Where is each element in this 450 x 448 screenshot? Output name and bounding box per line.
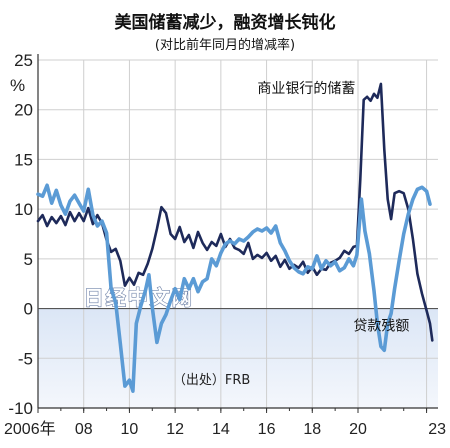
x-tick-label: 10	[121, 421, 139, 438]
loans-series-label: 贷款残额	[353, 318, 409, 334]
chart-title: 美国储蓄减少，融资增长钝化	[114, 13, 336, 33]
axes	[37, 54, 438, 413]
x-tick-label: 23	[428, 421, 446, 438]
x-tick-label: 14	[212, 421, 230, 438]
x-tick-label: 18	[303, 421, 321, 438]
y-tick-label: -10	[8, 399, 33, 418]
series-lines	[36, 82, 434, 393]
x-tick-label: 20	[349, 421, 367, 438]
y-tick-label: 10	[14, 200, 33, 219]
x-tick-label: 2006年	[4, 420, 56, 438]
y-tick-label: 5	[24, 250, 33, 269]
x-tick-label: 12	[166, 421, 184, 438]
y-tick-label: 0	[24, 300, 33, 319]
y-tick-label: 20	[14, 101, 33, 120]
y-tick-label: 25	[14, 51, 33, 70]
x-tick-labels: 2006年 08 10 12 14 16 18 20 23	[4, 420, 446, 438]
x-tick-label: 08	[75, 421, 93, 438]
y-tick-label: -5	[18, 349, 33, 368]
y-tick-labels: 25 20 15 10 5 0 -5 -10	[8, 51, 33, 418]
y-axis-unit-label: %	[10, 76, 25, 95]
source-note: （出处）FRB	[173, 373, 250, 388]
y-tick-label: 15	[14, 150, 33, 169]
loans-series-line	[36, 183, 432, 393]
deposits-series-label: 商业银行的储蓄	[257, 81, 355, 97]
x-tick-label: 16	[258, 421, 276, 438]
chart-subtitle: (对比前年同月的增减率)	[154, 38, 296, 53]
